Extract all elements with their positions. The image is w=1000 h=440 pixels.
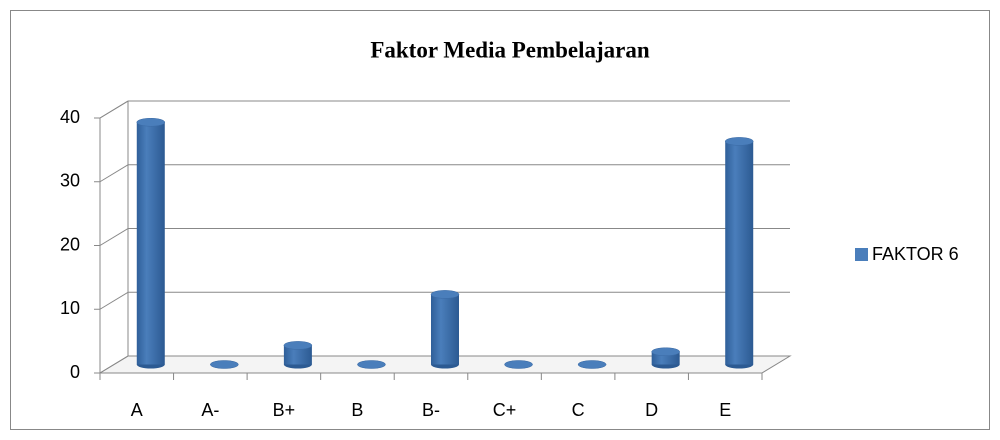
x-tick-label: B- (422, 400, 440, 420)
y-tick-label: 10 (60, 298, 80, 318)
grid-depth (99, 291, 129, 310)
grid-depth (99, 164, 129, 183)
x-tick-label: D (645, 400, 658, 420)
legend-swatch (855, 248, 868, 261)
legend-label: FAKTOR 6 (872, 244, 959, 264)
bar (725, 141, 754, 365)
bar (431, 294, 459, 365)
x-tick-label: B+ (273, 400, 296, 420)
chart-title: Faktor Media Pembelajaran (370, 37, 650, 62)
x-tick-label: A- (201, 400, 219, 420)
bar-top (283, 341, 313, 350)
bar-top (357, 360, 386, 369)
grid-depth (99, 100, 129, 119)
x-tick-label: E (719, 400, 731, 420)
x-tick-label: C+ (493, 400, 517, 420)
grid-depth (99, 228, 129, 246)
bar (136, 122, 165, 365)
bar-top (651, 347, 680, 356)
bar-top (430, 290, 460, 299)
y-tick-label: 30 (60, 171, 80, 191)
x-tick-label: A (131, 400, 143, 420)
x-tick-label: C (572, 400, 585, 420)
y-tick-label: 20 (60, 234, 80, 254)
bar-top (724, 137, 754, 146)
bar (283, 345, 312, 365)
y-tick-label: 40 (60, 107, 80, 127)
bar-top (210, 360, 239, 369)
grid-depth (99, 355, 129, 374)
bar-top (577, 360, 607, 369)
y-tick-label: 0 (70, 362, 80, 382)
x-tick-label: B (351, 400, 363, 420)
bar-top (504, 360, 533, 369)
bar-top (136, 118, 166, 127)
